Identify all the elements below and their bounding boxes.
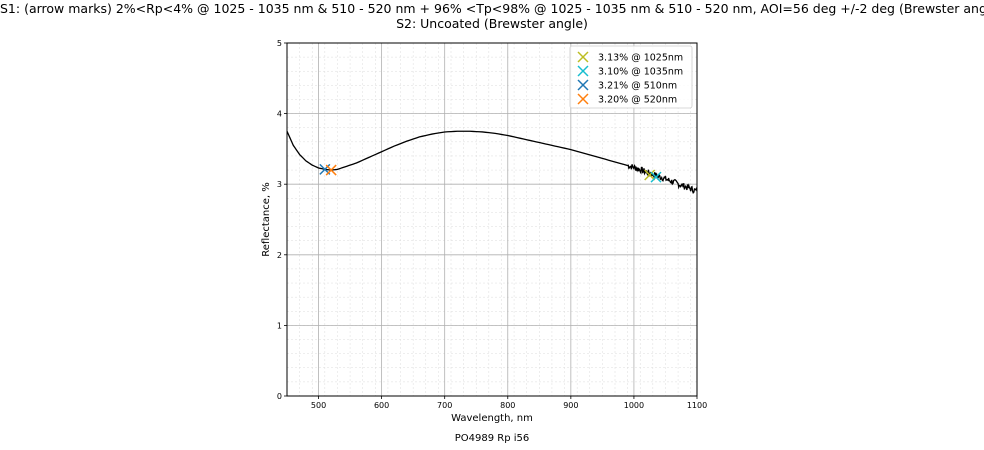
chart-title: S1: (arrow marks) 2%<Rp<4% @ 1025 - 1035… bbox=[0, 1, 984, 16]
y-tick-label: 3 bbox=[277, 180, 282, 189]
legend-marker bbox=[577, 93, 589, 105]
x-marker-stroke bbox=[325, 164, 337, 176]
x-axis-label: Wavelength, nm bbox=[451, 413, 533, 424]
y-axis-ticks: 0 1 2 3 4 5 bbox=[277, 39, 287, 401]
x-marker-stroke bbox=[644, 169, 656, 181]
legend-entry-label: 3.20% @ 520nm bbox=[598, 95, 677, 106]
minor-grid bbox=[286, 43, 697, 397]
x-tick-label: 700 bbox=[437, 401, 452, 410]
x-tick-label: 1100 bbox=[687, 401, 707, 410]
x-marker-stroke bbox=[319, 163, 331, 175]
series-layer bbox=[286, 130, 698, 194]
chart-subtitle: S2: Uncoated (Brewster angle) bbox=[396, 16, 588, 31]
y-tick-label: 4 bbox=[277, 110, 282, 119]
legend-entry-label: 3.13% @ 1025nm bbox=[598, 53, 683, 64]
chart-footer-caption: PO4989 Rp i56 bbox=[454, 433, 530, 444]
x-tick-label: 1000 bbox=[624, 401, 644, 410]
x-marker-stroke bbox=[577, 65, 589, 77]
y-tick-label: 1 bbox=[277, 321, 282, 330]
x-tick-label: 900 bbox=[563, 401, 578, 410]
x-marker-stroke bbox=[650, 171, 662, 183]
y-tick-label: 2 bbox=[277, 251, 282, 260]
legend: 3.13% @ 1025nm 3.10% @ 1035nm 3.21% @ 510n… bbox=[569, 45, 693, 109]
x-marker-stroke bbox=[577, 51, 589, 63]
x-marker-stroke bbox=[577, 93, 589, 105]
legend-entry-label: 3.10% @ 1035nm bbox=[598, 67, 683, 78]
y-tick-label: 5 bbox=[277, 39, 282, 48]
data-point-marker bbox=[644, 169, 656, 181]
plot-frame bbox=[286, 42, 698, 397]
x-tick-label: 500 bbox=[311, 401, 326, 410]
legend-marker bbox=[577, 79, 589, 91]
x-tick-label: 800 bbox=[500, 401, 515, 410]
y-tick-label: 0 bbox=[277, 392, 282, 401]
data-point-marker bbox=[650, 171, 662, 183]
x-marker-stroke bbox=[577, 79, 589, 91]
x-axis-ticks: 500 600 700 800 900 1000 1100 bbox=[311, 396, 707, 410]
marker-layer bbox=[319, 163, 662, 183]
reflectance-curve bbox=[286, 130, 698, 194]
legend-entry-label: 3.21% @ 510nm bbox=[598, 81, 677, 92]
data-point-marker bbox=[325, 164, 337, 176]
legend-marker bbox=[577, 51, 589, 63]
legend-box bbox=[569, 45, 693, 109]
y-axis-label: Reflectance, % bbox=[261, 182, 272, 257]
legend-marker bbox=[577, 65, 589, 77]
x-tick-label: 600 bbox=[374, 401, 389, 410]
